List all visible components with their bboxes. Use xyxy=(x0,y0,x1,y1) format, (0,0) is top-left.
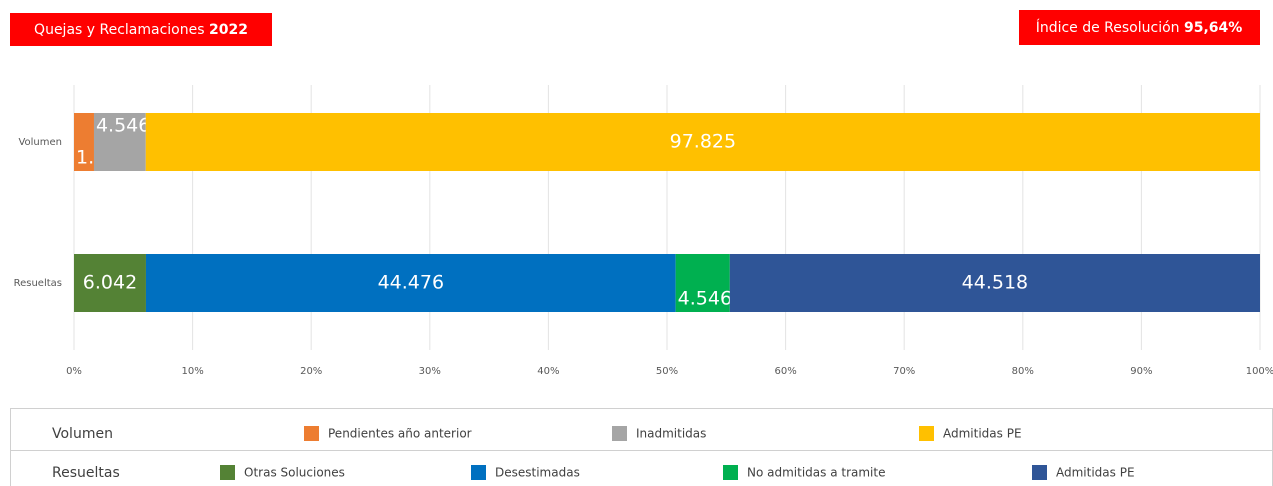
data-label: 44.476 xyxy=(378,272,444,294)
index-value: 95,64% xyxy=(1184,20,1242,36)
y-tick-label: Resueltas xyxy=(14,278,62,289)
data-label: 4.546 xyxy=(678,288,732,310)
data-label: 6.042 xyxy=(83,272,137,294)
legend-label: No admitidas a tramite xyxy=(747,466,885,480)
bar-segment xyxy=(145,113,1261,171)
legend-swatch xyxy=(919,426,934,441)
data-label: 44.518 xyxy=(962,272,1028,294)
index-box xyxy=(1019,10,1260,45)
title-text: Quejas y Reclamaciones xyxy=(34,22,204,38)
bar-segment xyxy=(93,113,146,171)
legend-swatch xyxy=(723,465,738,480)
legend-swatch xyxy=(1032,465,1047,480)
legend-swatch xyxy=(304,426,319,441)
legend-swatch xyxy=(612,426,627,441)
index: Índice de Resolución 95,64% xyxy=(1036,19,1243,36)
legend-label: Pendientes año anterior xyxy=(328,427,472,441)
x-tick-label: 80% xyxy=(1012,366,1034,377)
bar-segment xyxy=(675,254,730,312)
title-year: 2022 xyxy=(209,22,248,38)
data-label: 97.825 xyxy=(670,131,736,153)
x-tick-label: 30% xyxy=(419,366,441,377)
legend-row-label: Volumen xyxy=(52,426,113,442)
title: Quejas y Reclamaciones 2022 xyxy=(34,22,248,38)
legend-label: Otras Soluciones xyxy=(244,466,345,480)
bar-segment xyxy=(729,254,1260,312)
legend-label: Admitidas PE xyxy=(1056,466,1135,480)
bar-segment xyxy=(145,254,676,312)
legend-label: Inadmitidas xyxy=(636,427,706,441)
x-tick-label: 100% xyxy=(1246,366,1273,377)
x-tick-label: 20% xyxy=(300,366,322,377)
x-tick-label: 70% xyxy=(893,366,915,377)
legend-row-label: Resueltas xyxy=(52,465,120,481)
bar-segment xyxy=(74,254,146,312)
y-tick-label: Volumen xyxy=(18,137,62,148)
legend-swatch xyxy=(220,465,235,480)
x-tick-label: 40% xyxy=(537,366,559,377)
x-tick-label: 50% xyxy=(656,366,678,377)
title-box xyxy=(10,13,272,46)
x-tick-label: 60% xyxy=(774,366,796,377)
x-tick-label: 0% xyxy=(66,366,82,377)
legend-label: Admitidas PE xyxy=(943,427,1022,441)
bar-segment xyxy=(74,113,94,171)
x-tick-label: 10% xyxy=(181,366,203,377)
data-label: 4.546 xyxy=(96,115,150,137)
x-tick-label: 90% xyxy=(1130,366,1152,377)
index-text: Índice de Resolución xyxy=(1036,19,1180,36)
legend-swatch xyxy=(471,465,486,480)
legend-label: Desestimadas xyxy=(495,466,580,480)
